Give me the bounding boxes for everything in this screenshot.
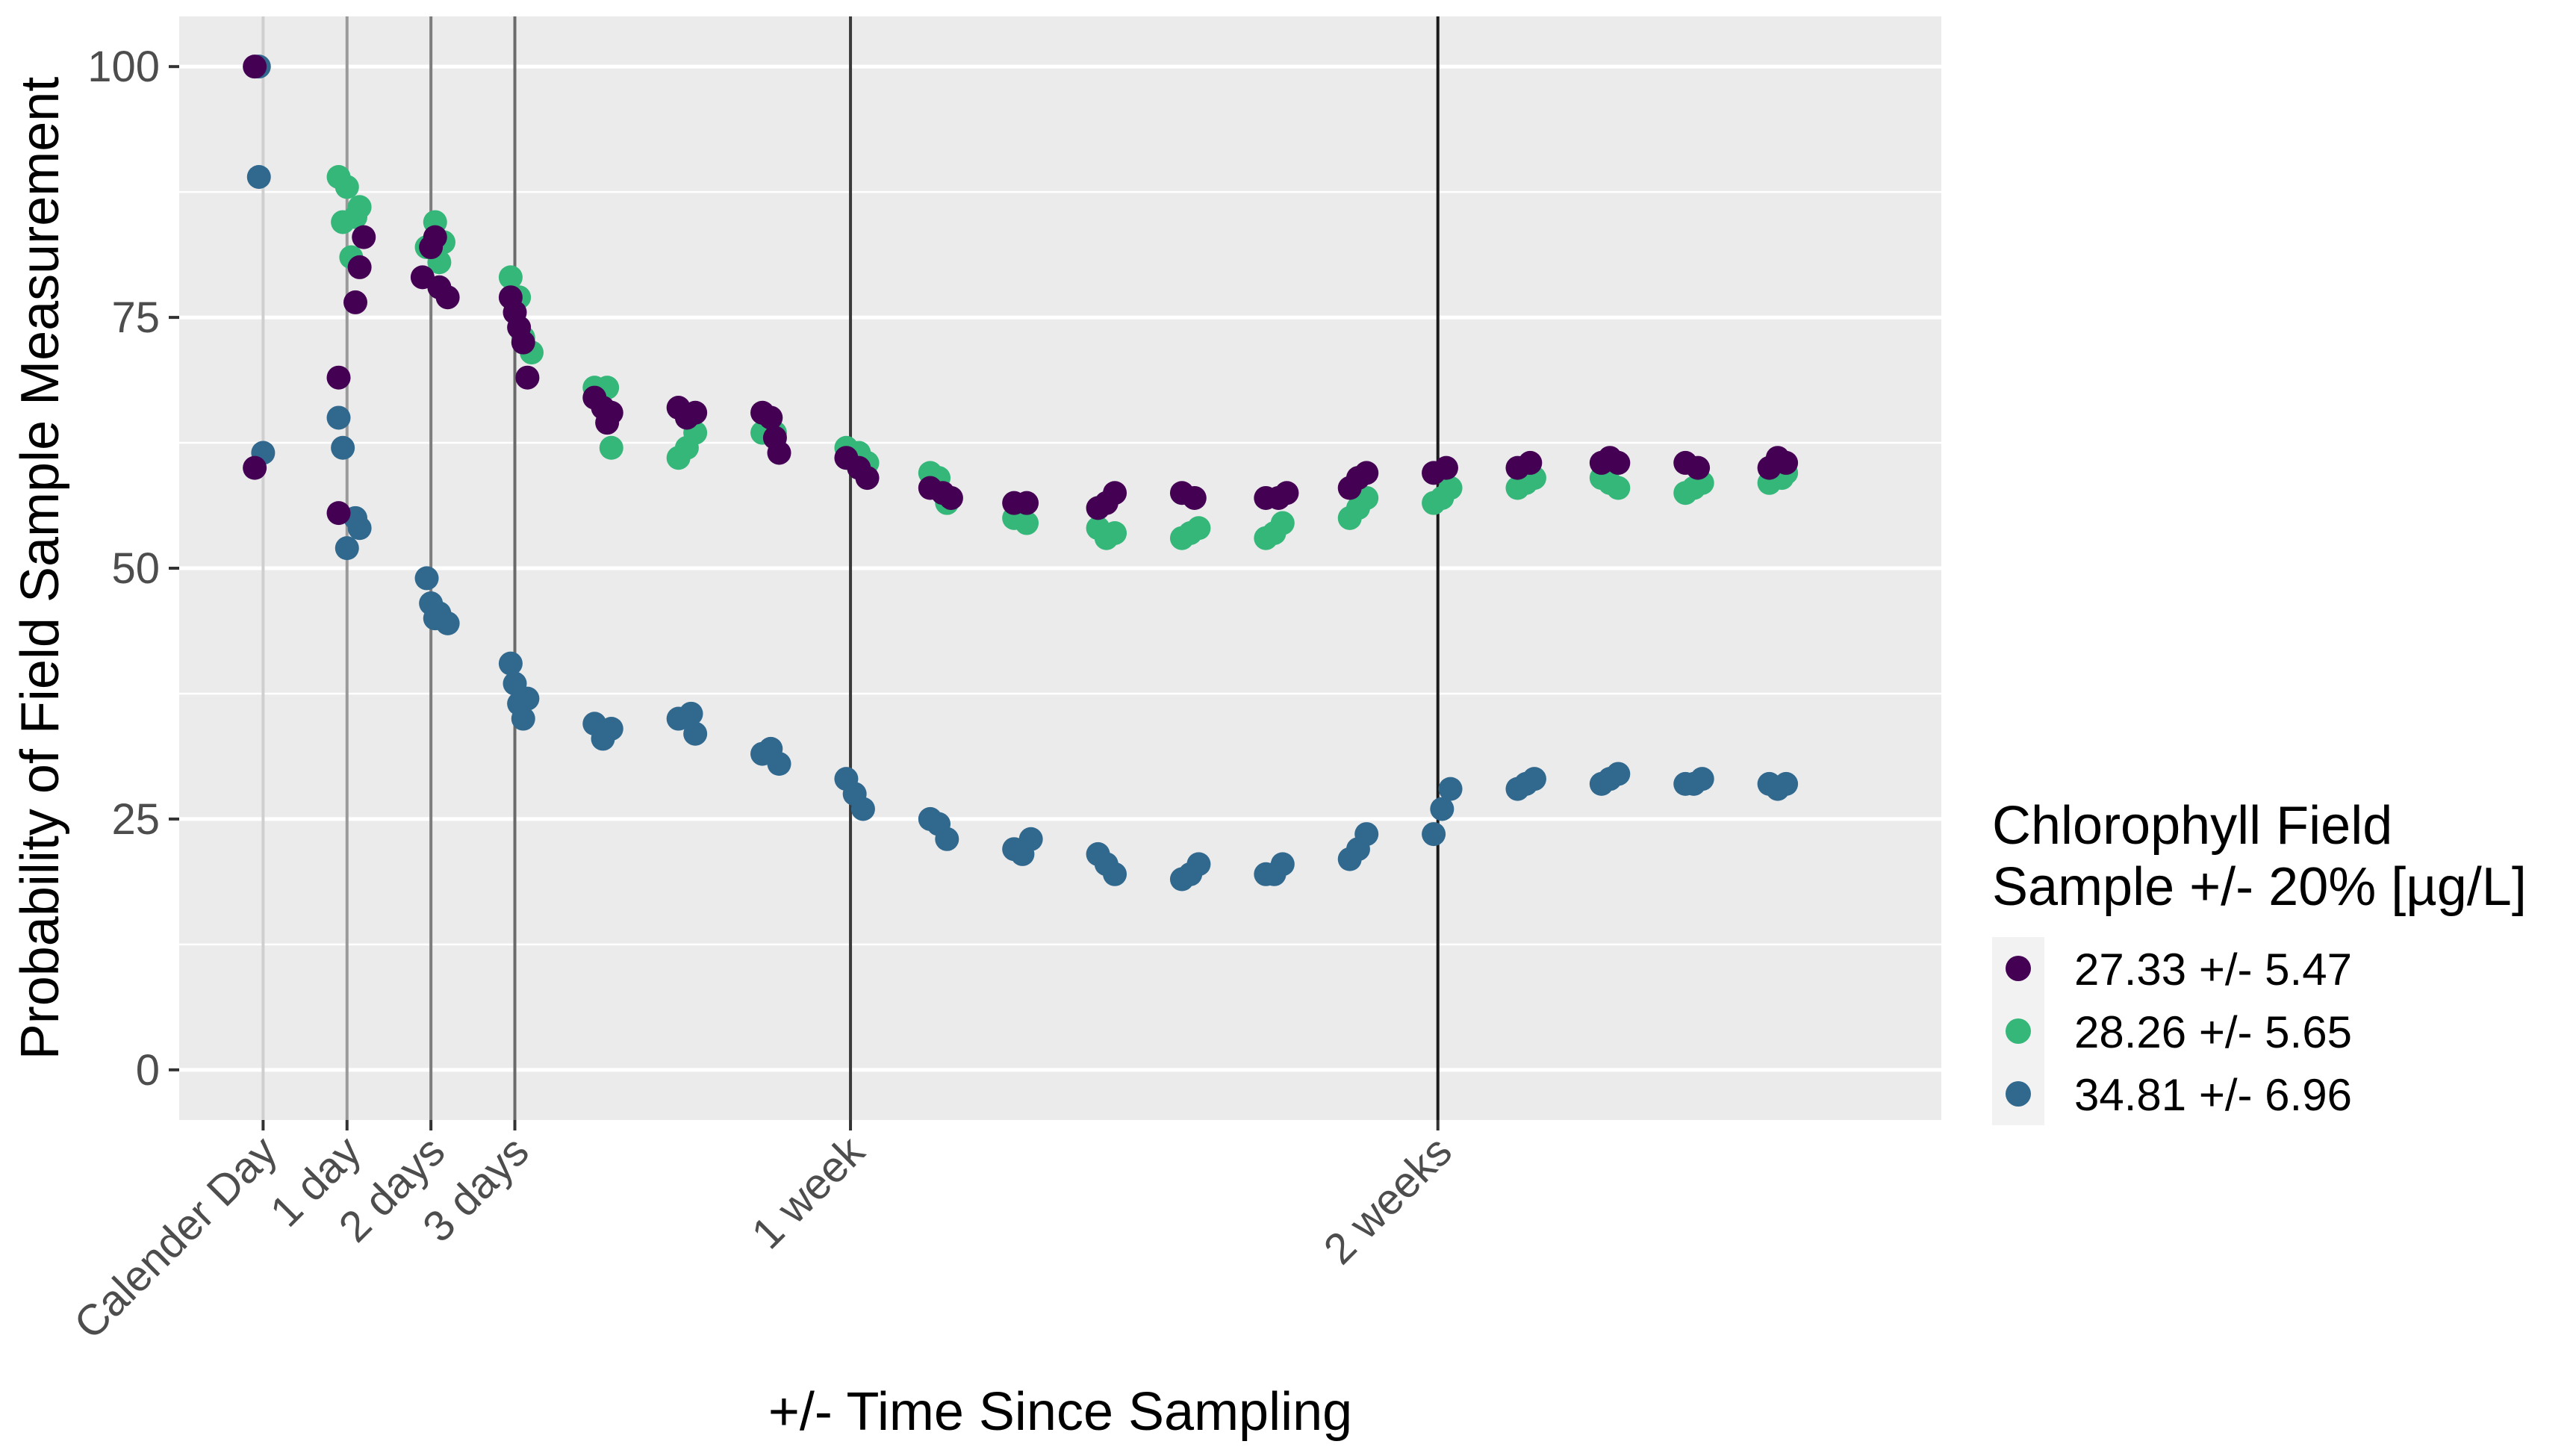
x-tick-label: 1 week <box>742 1127 874 1259</box>
legend-label: 28.26 +/- 5.65 <box>2074 1007 2352 1057</box>
data-point <box>243 55 267 79</box>
grid <box>179 64 1941 1072</box>
data-point <box>683 721 708 746</box>
data-point <box>683 400 708 425</box>
data-point <box>498 651 523 676</box>
data-point <box>347 516 372 541</box>
data-point <box>1354 461 1379 485</box>
y-tick-label: 75 <box>111 293 160 342</box>
y-axis-label: Probability of Field Sample Measurement <box>10 77 70 1060</box>
data-point <box>1015 491 1039 515</box>
x-axis-label: +/- Time Since Sampling <box>768 1382 1352 1442</box>
y-tick-label: 0 <box>136 1046 160 1095</box>
data-point <box>515 365 540 390</box>
data-point <box>855 466 880 491</box>
data-point <box>939 485 963 510</box>
data-point <box>599 716 623 741</box>
data-point <box>326 365 351 390</box>
data-point <box>850 797 875 821</box>
data-point <box>414 566 439 591</box>
data-point <box>1686 455 1711 480</box>
y-tick-label: 25 <box>111 795 160 844</box>
x-tick-label: Calender Day <box>65 1127 287 1348</box>
data-point <box>599 435 623 460</box>
data-point <box>1270 852 1295 877</box>
legend-title: Sample +/- 20% [µg/L] <box>1992 857 2527 917</box>
legend-swatch <box>2006 1081 2031 1107</box>
data-point <box>1606 762 1631 786</box>
data-point <box>335 175 359 199</box>
data-point <box>343 290 367 314</box>
data-point <box>1422 822 1446 847</box>
data-point <box>1186 516 1211 541</box>
y-tick-label: 100 <box>87 43 160 91</box>
legend-label: 34.81 +/- 6.96 <box>2074 1070 2352 1120</box>
data-point <box>1438 777 1463 801</box>
reference-lines <box>261 16 1440 1120</box>
data-point <box>347 255 372 279</box>
data-point <box>246 164 271 189</box>
legend-swatch <box>2006 956 2031 981</box>
data-point <box>1690 767 1714 791</box>
data-point <box>1270 511 1295 535</box>
data-point <box>1774 771 1799 796</box>
data-point <box>423 225 447 249</box>
x-tick-label: 2 weeks <box>1314 1127 1460 1273</box>
data-point <box>767 441 791 465</box>
data-point <box>435 611 460 635</box>
data-point <box>1103 862 1127 886</box>
data-point <box>515 686 540 711</box>
data-point <box>1354 822 1379 847</box>
data-point <box>498 265 523 290</box>
data-point <box>1103 520 1127 545</box>
data-point <box>759 405 783 430</box>
data-points <box>243 55 1799 892</box>
data-point <box>331 435 355 460</box>
data-point <box>1518 450 1543 475</box>
data-point <box>331 210 355 234</box>
data-point <box>1606 450 1631 475</box>
data-point <box>335 536 359 561</box>
data-point <box>326 405 351 430</box>
data-point <box>1774 450 1799 475</box>
data-point <box>1015 511 1039 535</box>
data-point <box>243 455 267 480</box>
data-point <box>767 752 791 777</box>
legend-label: 27.33 +/- 5.47 <box>2074 945 2352 995</box>
data-point <box>352 225 376 249</box>
data-point <box>1275 481 1299 505</box>
data-point <box>1606 476 1631 500</box>
legend-swatch <box>2006 1018 2031 1044</box>
data-point <box>511 706 535 731</box>
data-point <box>1018 827 1043 851</box>
data-point <box>1522 767 1546 791</box>
legend-title: Chlorophyll Field <box>1992 796 2392 856</box>
data-point <box>1434 455 1458 480</box>
data-point <box>347 195 372 220</box>
data-point <box>1103 481 1127 505</box>
data-point <box>1186 852 1211 877</box>
data-point <box>511 330 535 355</box>
data-point <box>326 501 351 526</box>
data-point <box>1430 797 1455 821</box>
y-axis: 0 25 50 75 100 <box>87 43 179 1095</box>
data-point <box>679 701 703 726</box>
y-tick-label: 50 <box>111 544 160 593</box>
data-point <box>435 285 460 310</box>
data-point <box>1182 485 1207 510</box>
data-point <box>599 400 623 425</box>
data-point <box>935 827 959 851</box>
data-point <box>1438 476 1463 500</box>
